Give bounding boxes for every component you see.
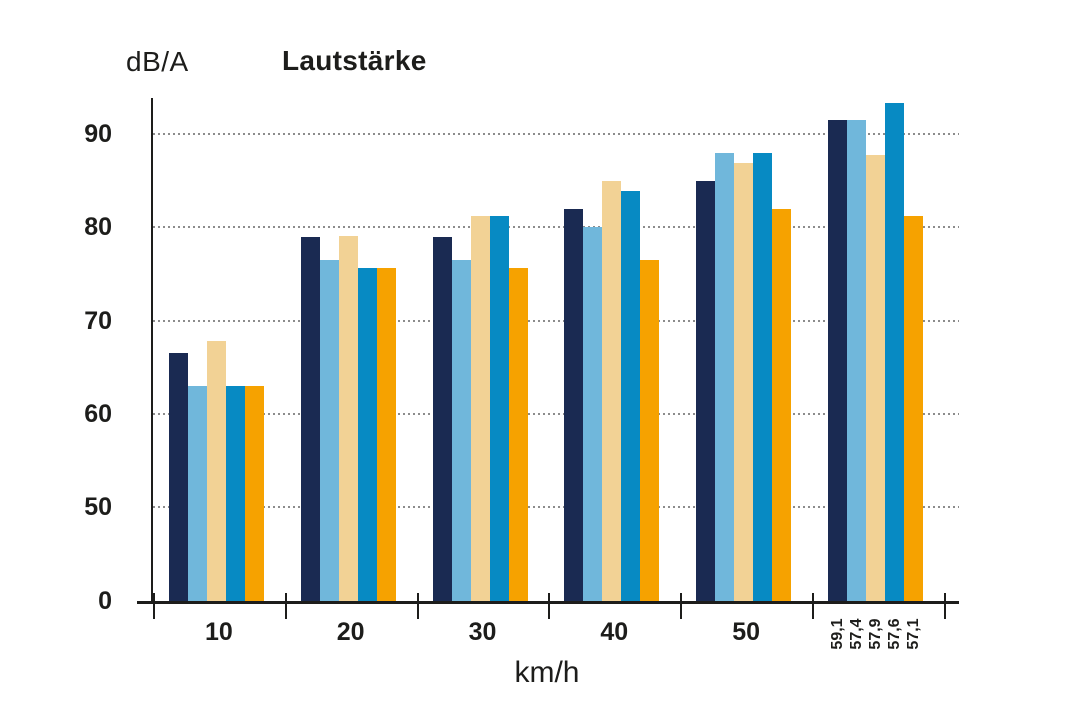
x-tick-label-10: 10 bbox=[204, 618, 233, 646]
bar-series-5-orange-group2 bbox=[376, 268, 396, 601]
bar-series-2-light-blue-group3 bbox=[451, 259, 471, 601]
bar-series-3-beige-group3 bbox=[470, 216, 490, 601]
bar-series-4-medium-blue-group3 bbox=[489, 216, 509, 601]
bar-series-3-beige-group1 bbox=[207, 341, 226, 601]
x-tick-3 bbox=[548, 593, 551, 619]
bar-series-3-beige-group5 bbox=[734, 162, 754, 601]
bar-series-4-medium-blue-group6 bbox=[885, 103, 904, 601]
gridline-70 bbox=[153, 319, 959, 322]
bar-series-2-light-blue-group2 bbox=[319, 259, 339, 601]
chart-title: Lautstärke bbox=[282, 45, 427, 76]
bar-series-1-dark-navy-group6 bbox=[828, 120, 847, 601]
gridline-50 bbox=[153, 506, 959, 508]
bar-series-1-dark-navy-group1 bbox=[169, 353, 188, 601]
x-tick-label-40: 40 bbox=[600, 618, 629, 646]
bar-series-3-beige-group6 bbox=[866, 155, 885, 601]
bar-series-1-dark-navy-group4 bbox=[564, 208, 584, 601]
gridline-60 bbox=[153, 412, 959, 415]
gridline-90 bbox=[153, 133, 959, 135]
x-tick-6 bbox=[943, 593, 946, 619]
bar-speed-label-1: 59,1 bbox=[828, 618, 846, 650]
bar-speed-label-4: 57,6 bbox=[885, 618, 903, 650]
bar-series-5-orange-group5 bbox=[772, 208, 792, 601]
bar-series-4-medium-blue-group4 bbox=[621, 190, 641, 601]
y-tick-label-80: 80 bbox=[84, 213, 112, 242]
bar-series-4-medium-blue-group5 bbox=[753, 152, 773, 601]
bar-series-1-dark-navy-group2 bbox=[300, 236, 320, 601]
bar-series-5-orange-group3 bbox=[508, 268, 528, 601]
bar-series-5-orange-group1 bbox=[245, 385, 264, 601]
y-tick-label-70: 70 bbox=[84, 306, 112, 335]
x-tick-label-50: 50 bbox=[732, 618, 760, 646]
bar-speed-label-2: 57,4 bbox=[847, 618, 865, 650]
x-tick-4 bbox=[680, 593, 683, 619]
x-axis-line bbox=[137, 601, 959, 604]
bar-speed-label-5: 57,1 bbox=[904, 618, 922, 650]
bar-series-5-orange-group6 bbox=[904, 216, 923, 601]
x-tick-label-30: 30 bbox=[468, 618, 497, 646]
x-tick-5 bbox=[812, 593, 814, 619]
bar-series-2-light-blue-group4 bbox=[583, 227, 603, 601]
bar-series-1-dark-navy-group3 bbox=[432, 236, 452, 601]
x-tick-1 bbox=[284, 593, 287, 619]
bar-series-2-light-blue-group6 bbox=[847, 120, 866, 601]
bar-series-3-beige-group2 bbox=[338, 235, 358, 601]
x-tick-label-20: 20 bbox=[336, 618, 365, 646]
gridline-80 bbox=[153, 226, 959, 229]
bar-series-3-beige-group4 bbox=[602, 180, 622, 601]
y-tick-label-60: 60 bbox=[84, 399, 112, 428]
bar-series-5-orange-group4 bbox=[640, 259, 660, 601]
x-axis-unit-label: km/h bbox=[514, 656, 580, 689]
bar-series-4-medium-blue-group2 bbox=[357, 268, 377, 601]
bar-series-2-light-blue-group1 bbox=[188, 385, 207, 601]
bar-series-4-medium-blue-group1 bbox=[226, 385, 245, 601]
y-axis-unit-label: dB/A bbox=[126, 46, 189, 77]
y-tick-label-0: 0 bbox=[98, 587, 112, 615]
y-tick-label-50: 50 bbox=[84, 493, 112, 521]
x-tick-2 bbox=[416, 593, 419, 619]
bar-series-2-light-blue-group5 bbox=[715, 152, 735, 601]
y-axis-line bbox=[151, 98, 153, 603]
y-tick-label-90: 90 bbox=[84, 120, 112, 148]
bar-series-1-dark-navy-group5 bbox=[696, 180, 716, 601]
x-tick-0 bbox=[153, 593, 155, 619]
bar-speed-label-3: 57,9 bbox=[866, 618, 884, 650]
